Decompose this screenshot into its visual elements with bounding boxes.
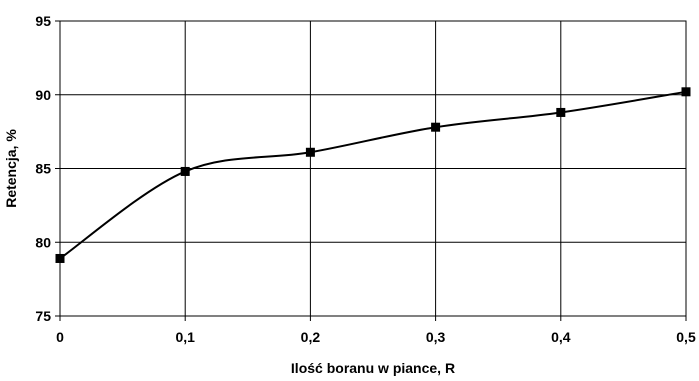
data-point-marker [55, 253, 65, 263]
x-tick-label: 0 [56, 329, 64, 345]
y-tick-label: 95 [35, 13, 51, 29]
data-point-marker [556, 107, 566, 117]
data-point-marker [681, 87, 691, 97]
series-layer [55, 87, 691, 263]
y-tick-label: 85 [35, 161, 51, 177]
tick-labels: 75 80 85 90 95 0 0,1 0,2 0,3 0,4 0,5 [35, 13, 696, 345]
x-axis-title: Ilość boranu w piance, R [291, 360, 455, 376]
series-line [59, 90, 687, 260]
y-axis-title: Retencja, % [3, 129, 19, 208]
x-tick-label: 0,2 [301, 329, 321, 345]
data-point-marker [431, 122, 441, 132]
x-tick-label: 0,3 [426, 329, 446, 345]
x-tick-label: 0,1 [175, 329, 195, 345]
y-tick-label: 90 [35, 87, 51, 103]
data-point-marker [305, 147, 315, 157]
x-tick-label: 0,4 [551, 329, 571, 345]
y-tick-label: 80 [35, 234, 51, 250]
data-point-marker [180, 166, 190, 176]
axis-ticks [55, 20, 687, 321]
x-tick-label: 0,5 [676, 329, 696, 345]
y-tick-label: 75 [35, 308, 51, 324]
